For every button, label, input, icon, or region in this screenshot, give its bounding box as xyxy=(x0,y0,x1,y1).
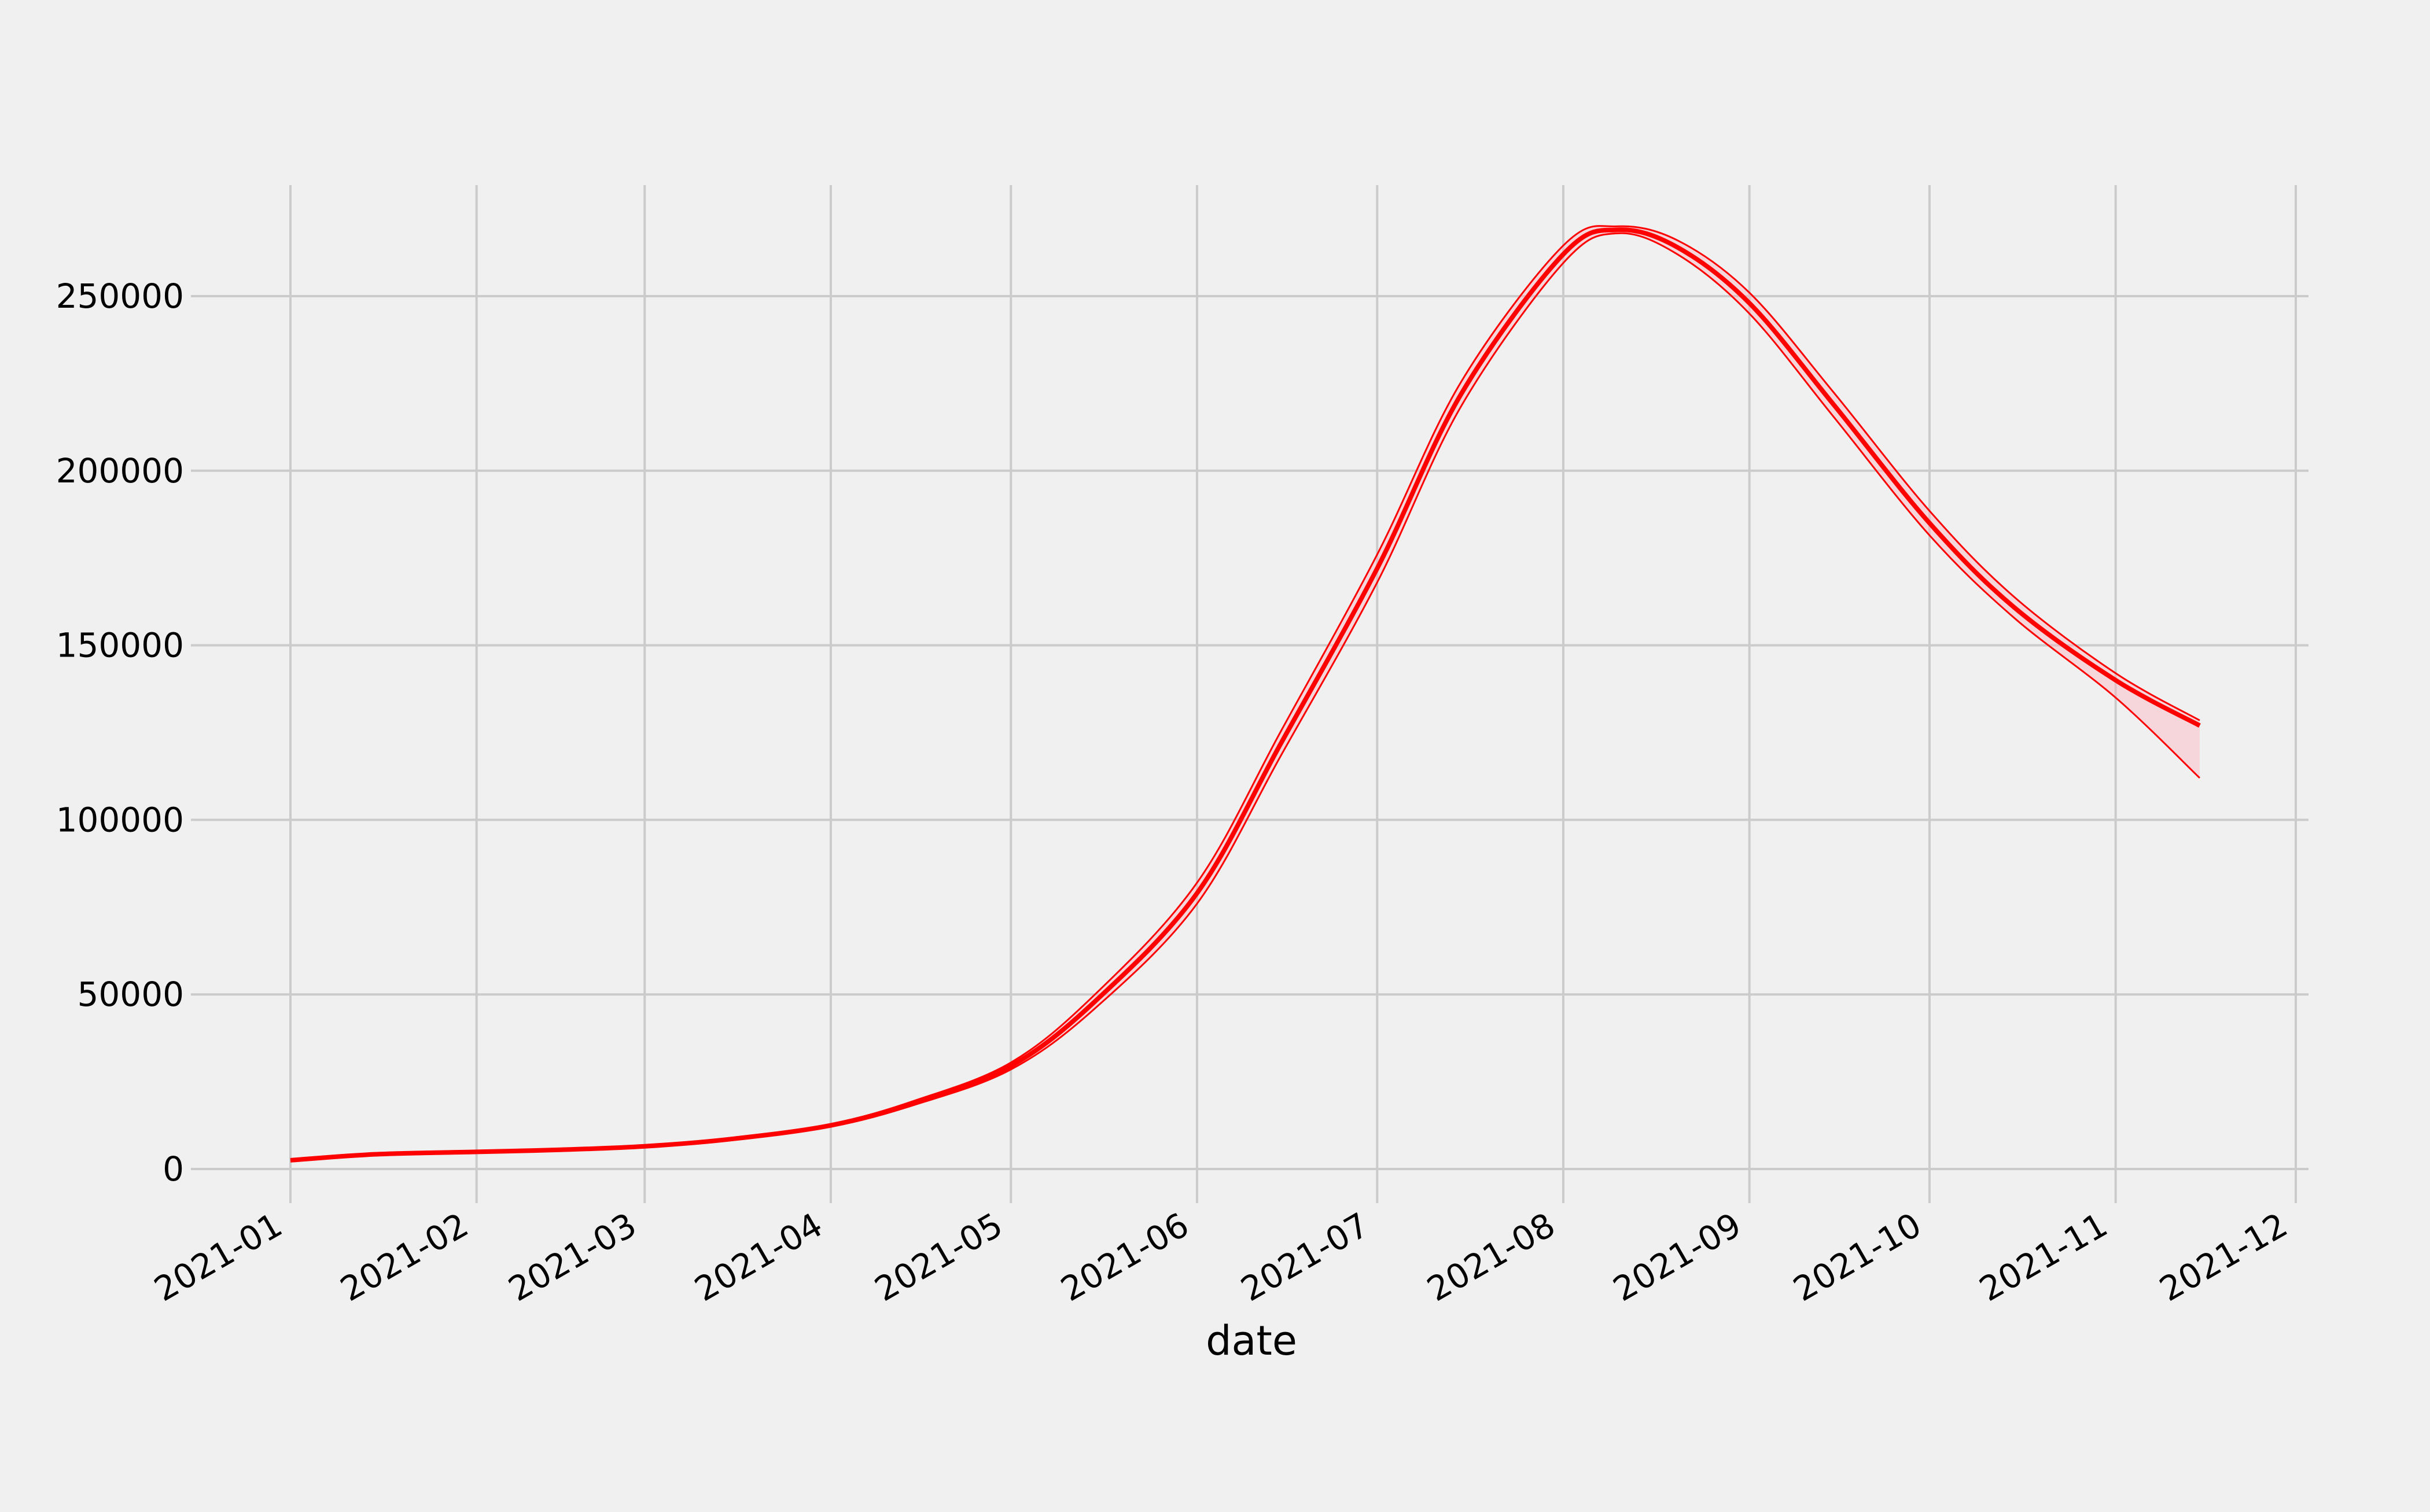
x-tick-label: 2021-12 xyxy=(2153,1205,2294,1309)
x-tick-label: 2021-01 xyxy=(148,1205,289,1309)
y-tick-label: 0 xyxy=(163,1149,184,1189)
x-tick-label: 2021-09 xyxy=(1607,1205,1748,1309)
x-tick-label: 2021-04 xyxy=(688,1205,829,1309)
y-tick-label: 50000 xyxy=(77,975,184,1014)
x-tick-label: 2021-07 xyxy=(1234,1205,1375,1309)
y-axis-ticks: 0 50000 100000 150000 200000 250000 xyxy=(56,276,184,1189)
x-tick-label: 2021-11 xyxy=(1973,1205,2114,1309)
series-lines xyxy=(290,225,2201,1163)
uncertainty-band-area xyxy=(290,226,2200,1160)
x-tick-label: 2021-05 xyxy=(868,1205,1009,1309)
lower-bound-line xyxy=(290,232,2200,1161)
y-tick-label: 200000 xyxy=(56,451,184,491)
central-line xyxy=(290,227,2201,1163)
x-tick-label: 2021-08 xyxy=(1420,1205,1562,1309)
y-tick-label: 100000 xyxy=(56,800,184,839)
x-tick-label: 2021-10 xyxy=(1787,1205,1928,1309)
x-tick-label: 2021-02 xyxy=(334,1205,475,1309)
x-axis-ticks: 2021-01 2021-02 2021-03 2021-04 2021-05 2021-… xyxy=(148,1205,2294,1309)
x-tick-label: 2021-03 xyxy=(502,1205,643,1309)
x-tick-label: 2021-06 xyxy=(1054,1205,1195,1309)
upper-bound-line xyxy=(290,225,2200,1161)
grid xyxy=(191,185,2308,1203)
y-tick-label: 150000 xyxy=(56,626,184,665)
y-tick-label: 250000 xyxy=(56,276,184,316)
x-axis-title: date xyxy=(1206,1317,1297,1365)
uncertainty-band xyxy=(290,226,2200,1160)
